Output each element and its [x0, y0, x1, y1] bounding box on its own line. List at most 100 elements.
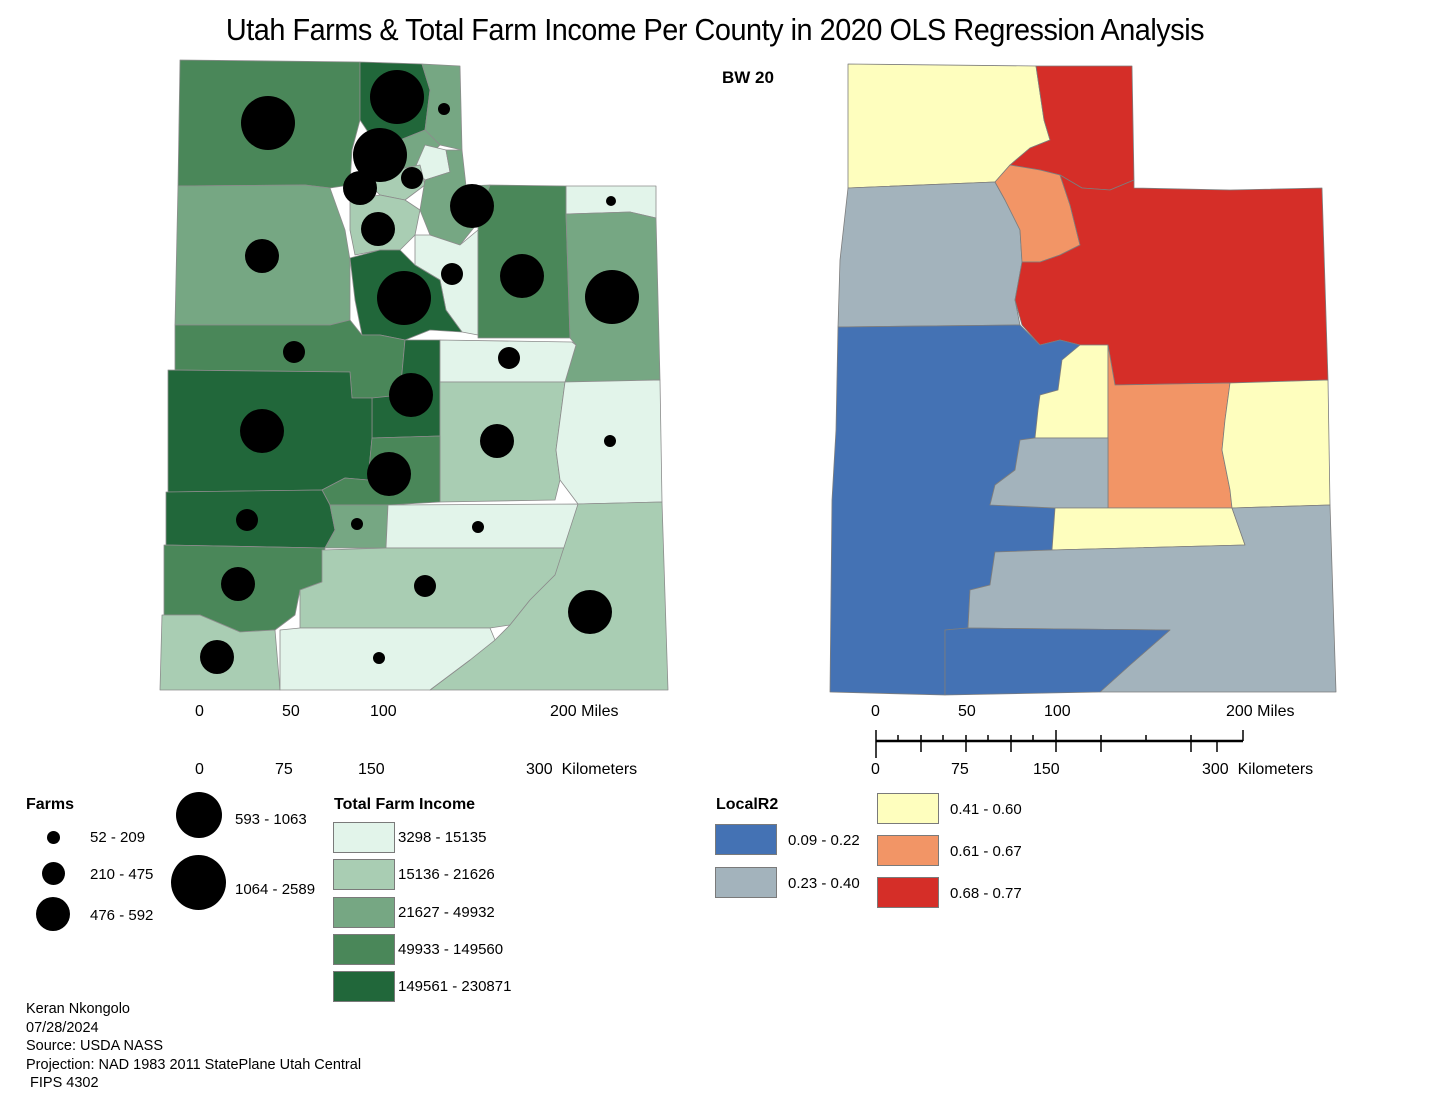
- farms-symbol-morgan: [401, 167, 423, 189]
- farms-legend-label-2: 210 - 475: [90, 866, 154, 883]
- r2-legend-swatch-4: [877, 835, 939, 866]
- r2-legend-label-3: 0.41 - 0.60: [950, 801, 1022, 818]
- farms-symbol-kane: [373, 652, 385, 664]
- map-title: Utah Farms & Total Farm Income Per Count…: [225, 12, 1205, 47]
- scale-km-75-right: 75: [951, 761, 969, 778]
- farms-legend-symbol-4: [176, 792, 222, 838]
- farms-legend-label-3: 476 - 592: [90, 907, 154, 924]
- scale-miles-0: 0: [195, 703, 204, 720]
- income-legend-swatch-2: [333, 859, 395, 890]
- r2-county-san-juan: [967, 504, 1337, 693]
- scale-km-300-right: 300 Kilometers: [1202, 761, 1314, 778]
- income-legend-label-3: 21627 - 49932: [398, 904, 495, 921]
- county-kane: [279, 627, 496, 691]
- map-credits: Keran Nkongolo 07/28/2024 Source: USDA NAS…: [26, 1000, 361, 1093]
- income-legend-title: Total Farm Income: [334, 796, 476, 813]
- farms-legend-label-5: 1064 - 2589: [235, 881, 316, 898]
- r2-legend-label-2: 0.23 - 0.40: [788, 875, 860, 892]
- r2-legend-swatch-2: [715, 867, 777, 898]
- farms-symbol-utah: [377, 271, 431, 325]
- farms-symbol-iron: [221, 567, 255, 601]
- farms-symbol-summit: [450, 184, 494, 228]
- r2-legend-label-1: 0.09 - 0.22: [788, 832, 860, 849]
- farms-symbol-san-juan: [568, 590, 612, 634]
- scale-miles-100: 100: [370, 703, 397, 720]
- r2-county-cache: [1009, 65, 1135, 191]
- farms-symbol-box-elder: [241, 96, 295, 150]
- farms-symbol-daggett: [606, 196, 616, 206]
- r2-county-tooele: [837, 181, 1023, 328]
- income-legend-label-1: 3298 - 15135: [398, 829, 487, 846]
- r2-legend-swatch-5: [877, 877, 939, 908]
- farms-symbol-uintah: [585, 270, 639, 324]
- credit-fips: FIPS 4302: [26, 1075, 99, 1092]
- r2-county-sanpete: [1034, 344, 1109, 439]
- scale-miles-0-right: 0: [871, 703, 880, 720]
- scale-miles-200-right: 200 Miles: [1226, 703, 1295, 720]
- farms-legend-label-1: 52 - 209: [90, 829, 146, 846]
- farms-symbol-wasatch: [441, 263, 463, 285]
- credit-source: Source: USDA NASS: [26, 1038, 163, 1055]
- r2-county-wayne: [1051, 507, 1246, 551]
- r2-county-kane: [944, 627, 1171, 696]
- scale-miles-200: 200 Miles: [550, 703, 619, 720]
- income-legend-swatch-1: [333, 822, 395, 853]
- farms-symbol-carbon: [498, 347, 520, 369]
- income-legend-label-5: 149561 - 230871: [398, 978, 512, 995]
- r2-legend-label-4: 0.61 - 0.67: [950, 843, 1022, 860]
- scale-km-300: 300 Kilometers: [526, 761, 638, 778]
- r2-county-emery: [1107, 344, 1233, 509]
- farms-legend-title: Farms: [26, 796, 75, 813]
- r2-county-juab: [829, 324, 1081, 696]
- farms-legend-symbol-2: [42, 862, 65, 885]
- farms-symbol-cache: [370, 70, 424, 124]
- r2-county-sevier: [989, 437, 1109, 509]
- farms-symbol-davis: [343, 171, 377, 205]
- scale-bar-right: [875, 730, 1244, 758]
- credit-projection: Projection: NAD 1983 2011 StatePlane Uta…: [26, 1056, 362, 1073]
- scale-km-75: 75: [275, 761, 293, 778]
- farms-legend-label-4: 593 - 1063: [235, 811, 307, 828]
- r2-legend-label-5: 0.68 - 0.77: [950, 885, 1022, 902]
- farms-legend-symbol-1: [47, 831, 60, 844]
- scale-miles-100-right: 100: [1044, 703, 1071, 720]
- income-legend-swatch-5: [333, 971, 395, 1002]
- r2-legend-title: LocalR2: [716, 796, 779, 813]
- farms-symbol-beaver: [236, 509, 258, 531]
- farms-symbol-sevier: [367, 452, 411, 496]
- bandwidth-label: BW 20: [722, 68, 774, 87]
- scale-km-150: 150: [358, 761, 385, 778]
- farms-symbol-juab: [283, 341, 305, 363]
- r2-county-grand: [1221, 379, 1331, 509]
- scale-km-150-right: 150: [1033, 761, 1060, 778]
- farms-symbol-piute: [351, 518, 363, 530]
- scale-km-0-right: 0: [871, 761, 880, 778]
- scale-miles-50: 50: [282, 703, 300, 720]
- farms-symbol-sanpete: [389, 373, 433, 417]
- farms-symbol-wayne: [472, 521, 484, 533]
- farms-symbol-grand: [604, 435, 616, 447]
- scale-miles-50-right: 50: [958, 703, 976, 720]
- income-legend-label-2: 15136 - 21626: [398, 866, 495, 883]
- r2-legend-swatch-1: [715, 824, 777, 855]
- farms-symbol-emery: [480, 424, 514, 458]
- income-legend-swatch-3: [333, 897, 395, 928]
- r2-county-utah: [1014, 174, 1329, 386]
- farms-symbol-garfield: [414, 575, 436, 597]
- farms-symbol-weber: [353, 128, 407, 182]
- farms-symbol-tooele: [245, 239, 279, 273]
- farms-symbol-millard: [240, 409, 284, 453]
- r2-legend-swatch-3: [877, 793, 939, 824]
- farms-legend-symbol-3: [36, 897, 70, 931]
- r2-county-box-elder: [847, 63, 1051, 189]
- farms-symbol-duchesne: [500, 254, 544, 298]
- r2-county-salt-lake: [994, 164, 1081, 263]
- credit-author: Keran Nkongolo: [26, 1001, 130, 1017]
- farm-income-map: [159, 59, 669, 691]
- credit-date: 07/28/2024: [26, 1019, 99, 1036]
- scale-km-0: 0: [195, 761, 204, 778]
- farms-symbol-washington: [200, 640, 234, 674]
- farms-legend-symbol-5: [171, 855, 226, 910]
- income-legend-swatch-4: [333, 934, 395, 965]
- farms-symbol-salt-lake: [361, 212, 395, 246]
